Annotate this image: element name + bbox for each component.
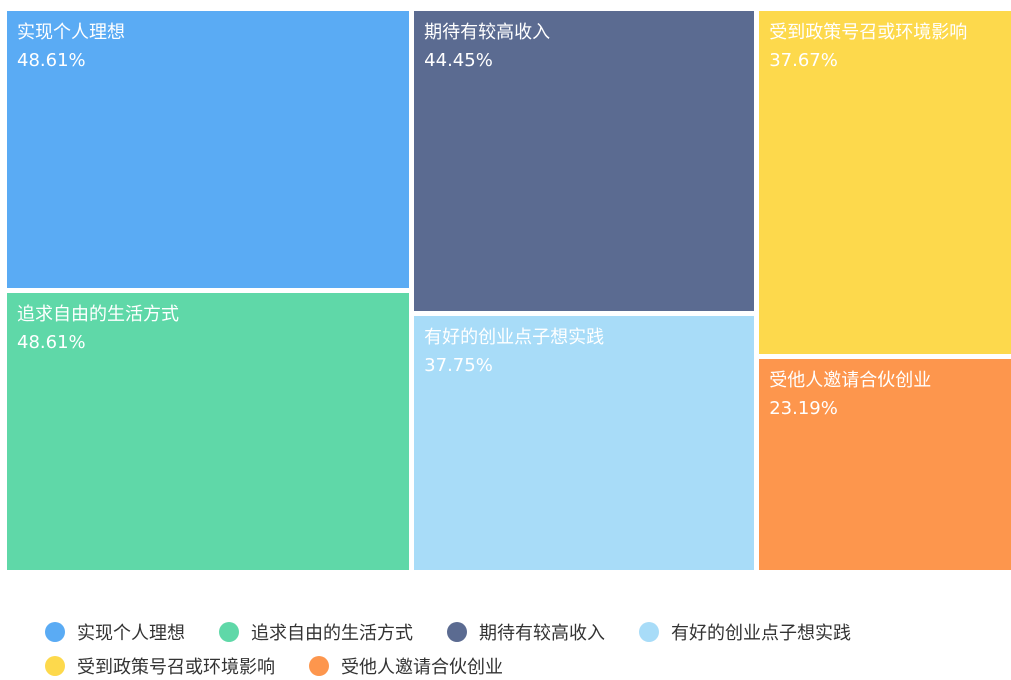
legend-item: 期待有较高收入 [447,618,605,646]
tile-label: 受到政策号召或环境影响 [769,22,968,43]
legend-swatch [309,656,329,676]
tile-value: 37.67% [769,50,838,71]
legend-item: 追求自由的生活方式 [219,618,413,646]
tile: 实现个人理想 48.61% [7,11,410,288]
legend: 实现个人理想 追求自由的生活方式 期待有较高收入 有好的创业点子想实践受到政策号召或环… [45,618,1005,680]
tile-value: 48.61% [17,50,86,71]
tile-value: 48.61% [17,332,86,353]
legend-label: 有好的创业点子想实践 [671,623,851,644]
tile: 受到政策号召或环境影响 37.67% [759,11,1011,354]
legend-item: 有好的创业点子想实践 [639,618,851,646]
tile-label: 实现个人理想 [17,22,125,43]
legend-label: 受到政策号召或环境影响 [77,657,275,678]
legend-item: 实现个人理想 [45,618,185,646]
tile: 期待有较高收入 44.45% [414,11,755,311]
tile: 有好的创业点子想实践 37.75% [414,315,755,570]
tile-label: 期待有较高收入 [424,22,551,43]
tile-label: 追求自由的生活方式 [17,304,179,325]
tile-label: 有好的创业点子想实践 [424,326,605,348]
legend-swatch [45,622,65,642]
legend-label: 期待有较高收入 [479,623,605,644]
legend-label: 实现个人理想 [77,623,185,644]
tile: 追求自由的生活方式 48.61% [7,293,410,570]
legend-swatch [45,656,65,676]
legend-swatch [219,622,239,642]
tile-value: 23.19% [769,397,838,419]
legend-swatch [447,622,467,642]
legend-item: 受他人邀请合伙创业 [309,652,503,680]
tile-value: 37.75% [424,354,493,376]
legend-label: 受他人邀请合伙创业 [341,657,503,678]
legend-label: 追求自由的生活方式 [251,623,413,644]
tile-label: 受他人邀请合伙创业 [769,369,932,391]
legend-swatch [639,622,659,642]
tile: 受他人邀请合伙创业 23.19% [759,358,1011,570]
legend-item: 受到政策号召或环境影响 [45,652,275,680]
tile-value: 44.45% [424,50,493,71]
